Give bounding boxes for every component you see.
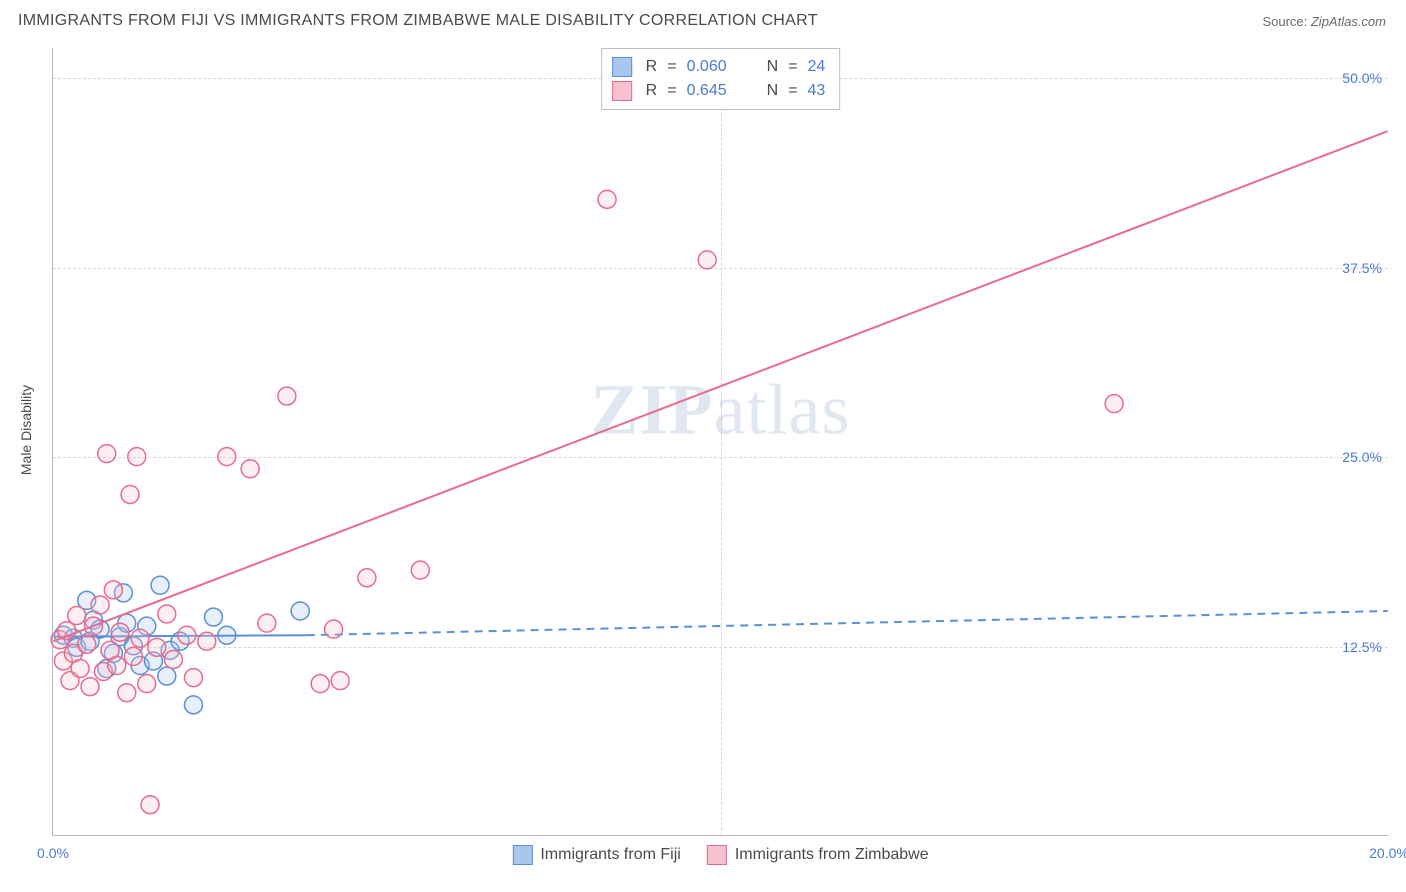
data-point <box>68 607 86 625</box>
chart-svg <box>53 48 1388 835</box>
data-point <box>204 608 222 626</box>
data-point <box>104 581 122 599</box>
stat-r-value: 0.645 <box>687 79 727 103</box>
regression-line-dashed <box>307 611 1388 635</box>
data-point <box>131 629 149 647</box>
data-point <box>141 796 159 814</box>
data-point <box>78 635 96 653</box>
data-point <box>151 576 169 594</box>
data-point <box>218 448 236 466</box>
data-point <box>178 626 196 644</box>
data-point <box>598 190 616 208</box>
data-point <box>241 460 259 478</box>
stat-eq: = <box>667 55 676 79</box>
x-tick-label: 0.0% <box>37 845 69 861</box>
series-legend: Immigrants from Fiji Immigrants from Zimb… <box>512 845 928 865</box>
legend-item: Immigrants from Fiji <box>512 845 680 865</box>
data-point <box>111 623 129 641</box>
data-point <box>138 675 156 693</box>
source-value: ZipAtlas.com <box>1311 14 1386 29</box>
stat-r-label: R <box>646 55 658 79</box>
legend-label: Immigrants from Fiji <box>540 846 680 864</box>
data-point <box>198 632 216 650</box>
x-tick-label: 20.0% <box>1369 845 1406 861</box>
data-point <box>118 684 136 702</box>
legend-swatch <box>612 81 632 101</box>
legend-swatch <box>707 845 727 865</box>
stat-n-label: N <box>767 55 779 79</box>
data-point <box>184 669 202 687</box>
data-point <box>148 638 166 656</box>
legend-label: Immigrants from Zimbabwe <box>735 846 929 864</box>
stat-n-label: N <box>767 79 779 103</box>
data-point <box>184 696 202 714</box>
data-point <box>121 485 139 503</box>
data-point <box>325 620 343 638</box>
data-point <box>698 251 716 269</box>
source-credit: Source: ZipAtlas.com <box>1262 14 1386 29</box>
source-label: Source: <box>1262 14 1310 29</box>
data-point <box>128 448 146 466</box>
data-point <box>124 647 142 665</box>
legend-stat-row: R = 0.645 N = 43 <box>612 79 826 103</box>
regression-line <box>53 131 1387 641</box>
stat-eq: = <box>788 55 797 79</box>
data-point <box>331 672 349 690</box>
stat-eq: = <box>667 79 676 103</box>
data-point <box>411 561 429 579</box>
legend-swatch <box>612 57 632 77</box>
data-point <box>358 569 376 587</box>
legend-item: Immigrants from Zimbabwe <box>707 845 929 865</box>
data-point <box>91 596 109 614</box>
data-point <box>291 602 309 620</box>
correlation-legend: R = 0.060 N = 24 R = 0.645 N = 43 <box>601 48 841 110</box>
stat-n-value: 43 <box>808 79 826 103</box>
stat-r-value: 0.060 <box>687 55 727 79</box>
stat-eq: = <box>788 79 797 103</box>
chart-title: IMMIGRANTS FROM FIJI VS IMMIGRANTS FROM … <box>18 12 818 30</box>
data-point <box>158 605 176 623</box>
stat-n-value: 24 <box>808 55 826 79</box>
data-point <box>164 650 182 668</box>
data-point <box>258 614 276 632</box>
y-axis-label: Male Disability <box>18 385 34 475</box>
data-point <box>278 387 296 405</box>
data-point <box>98 445 116 463</box>
data-point <box>71 660 89 678</box>
data-point <box>81 678 99 696</box>
data-point <box>158 667 176 685</box>
plot-area: ZIPatlas R=0.060N=24R=0.645N=43 Immigran… <box>52 48 1388 836</box>
data-point <box>108 657 126 675</box>
legend-stat-row: R = 0.060 N = 24 <box>612 55 826 79</box>
data-point <box>1105 395 1123 413</box>
stat-r-label: R <box>646 79 658 103</box>
data-point <box>311 675 329 693</box>
legend-swatch <box>512 845 532 865</box>
